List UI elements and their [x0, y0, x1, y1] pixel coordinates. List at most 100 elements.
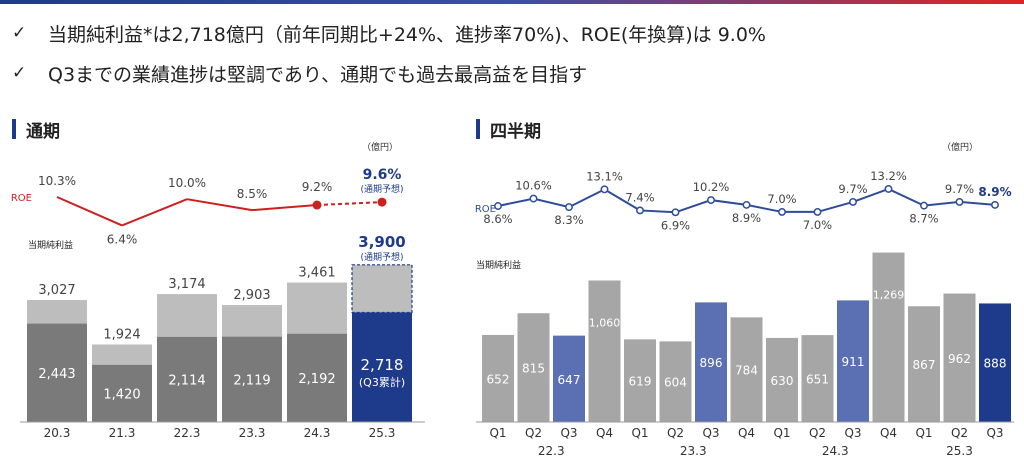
- bar-total-label: 3,461: [298, 266, 335, 281]
- roe-label: 7.0%: [767, 192, 796, 206]
- quarter-bar: [801, 335, 834, 422]
- quarter-bar: [872, 252, 905, 422]
- bar-forecast-upper: [351, 264, 413, 314]
- roe-label: 10.0%: [168, 176, 206, 190]
- quarter-bar: [482, 334, 514, 422]
- x-tick-label: 20.3: [44, 426, 71, 440]
- roe-label: 10.2%: [693, 180, 730, 194]
- roe-marker: [849, 197, 857, 206]
- roe-marker: [991, 200, 999, 209]
- quarter-bar: [730, 317, 763, 422]
- bar-value-label: 2,718: [361, 356, 404, 374]
- roe-line-segment: [316, 201, 383, 207]
- quarter-bar: [979, 303, 1011, 422]
- check-icon: ✓: [12, 63, 27, 83]
- roe-marker: [778, 207, 786, 216]
- x-tick-label: Q1: [773, 426, 790, 440]
- year-group-label: 25.3: [946, 444, 973, 458]
- year-group-label: 23.3: [680, 444, 707, 458]
- bar-value-label: 1,420: [103, 387, 140, 402]
- bar-value-label: 2,443: [38, 367, 75, 382]
- bar-upper: [157, 294, 217, 337]
- roe-label: 6.4%: [107, 232, 138, 246]
- profit-legend: 当期純利益: [476, 259, 521, 271]
- bar-lower: [287, 333, 347, 422]
- roe-legend: ROE: [475, 204, 496, 215]
- x-tick-label: Q2: [809, 426, 826, 440]
- roe-label: 7.4%: [625, 190, 654, 204]
- quarter-bar: [588, 280, 621, 422]
- bar-value-label: 2,192: [298, 372, 335, 387]
- quarter-bar: [659, 341, 692, 422]
- unit-label: （億円）: [362, 141, 398, 153]
- bar-upper: [27, 300, 87, 324]
- roe-marker: [636, 206, 644, 215]
- top-accent-bar: [0, 0, 1024, 4]
- x-tick-label: Q3: [986, 426, 1003, 440]
- bar-lower: [352, 312, 412, 422]
- quarter-value-label: 911: [842, 355, 865, 369]
- quarterly-chart: （億円） ROE 当期純利益 652 Q1 815 Q2 647 Q3 1,060 Q4 619 Q1 6…: [475, 141, 1014, 458]
- roe-label: 9.7%: [838, 182, 867, 196]
- bar-total-label: 3,174: [168, 277, 205, 292]
- bar-total-label: 2,903: [233, 288, 270, 303]
- quarter-value-label: 647: [558, 373, 581, 387]
- roe-marker: [377, 197, 387, 207]
- annual-section-title: 通期: [12, 118, 60, 142]
- quarterly-section-title: 四半期: [476, 118, 541, 142]
- roe-line-segment: [121, 198, 188, 227]
- quarter-value-label: 896: [700, 356, 723, 370]
- roe-label: 9.7%: [945, 182, 974, 196]
- quarterly-title: 四半期: [490, 121, 541, 142]
- x-tick-label: Q2: [951, 426, 968, 440]
- x-tick-label: Q3: [560, 426, 577, 440]
- x-tick-label: 22.3: [174, 426, 201, 440]
- x-tick-label: Q4: [596, 426, 613, 440]
- x-tick-label: 25.3: [369, 426, 396, 440]
- roe-forecast-sublabel: (通期予想): [360, 183, 403, 195]
- quarter-value-label: 1,269: [873, 289, 905, 302]
- bar-lower: [92, 364, 152, 422]
- quarter-bar: [517, 313, 550, 422]
- x-tick-label: Q1: [631, 426, 648, 440]
- roe-line-segment: [251, 204, 318, 212]
- roe-line-segment: [56, 196, 123, 227]
- roe-marker: [529, 194, 538, 203]
- x-tick-label: Q2: [667, 426, 684, 440]
- x-tick-label: Q1: [489, 426, 506, 440]
- section-marker: [12, 119, 16, 139]
- quarter-value-label: 1,060: [589, 316, 621, 329]
- roe-marker: [600, 185, 609, 194]
- x-tick-label: Q3: [844, 426, 861, 440]
- roe-label: 8.6%: [483, 212, 512, 226]
- roe-label: 13.1%: [586, 169, 623, 183]
- x-tick-label: Q3: [702, 426, 719, 440]
- quarter-value-label: 652: [487, 372, 510, 386]
- x-tick-label: Q4: [738, 426, 755, 440]
- x-tick-label: 23.3: [239, 426, 266, 440]
- unit-label: （億円）: [942, 141, 978, 153]
- x-tick-label: Q1: [915, 426, 932, 440]
- roe-marker: [565, 203, 573, 212]
- quarter-value-label: 815: [522, 362, 545, 376]
- bar-total-label: 1,924: [103, 327, 140, 342]
- annual-title: 通期: [26, 121, 60, 142]
- quarter-bar: [695, 302, 727, 422]
- quarter-bar: [766, 337, 798, 422]
- forecast-sublabel: (通期予想): [360, 251, 403, 263]
- bar-value-label: 2,114: [168, 373, 205, 388]
- quarter-bar: [553, 335, 585, 422]
- quarter-bar: [624, 339, 656, 422]
- headline-bullet-2: ✓ Q3までの業績進捗は堅調であり、通期でも過去最高益を目指す: [12, 58, 587, 88]
- headline-bullet-1: ✓ 当期純利益*は2,718億円（前年同期比+24%、進捗率70%)、ROE(年…: [12, 18, 766, 48]
- quarter-value-label: 784: [735, 364, 758, 378]
- bar-lower: [27, 323, 87, 422]
- roe-label: 10.3%: [38, 174, 76, 188]
- roe-marker: [884, 185, 893, 193]
- quarter-value-label: 962: [948, 352, 971, 366]
- roe-label: 10.6%: [515, 179, 552, 193]
- bar-total-label: 3,027: [38, 283, 75, 298]
- x-tick-label: Q4: [880, 426, 897, 440]
- check-icon: ✓: [12, 23, 27, 43]
- bar-upper: [92, 344, 152, 365]
